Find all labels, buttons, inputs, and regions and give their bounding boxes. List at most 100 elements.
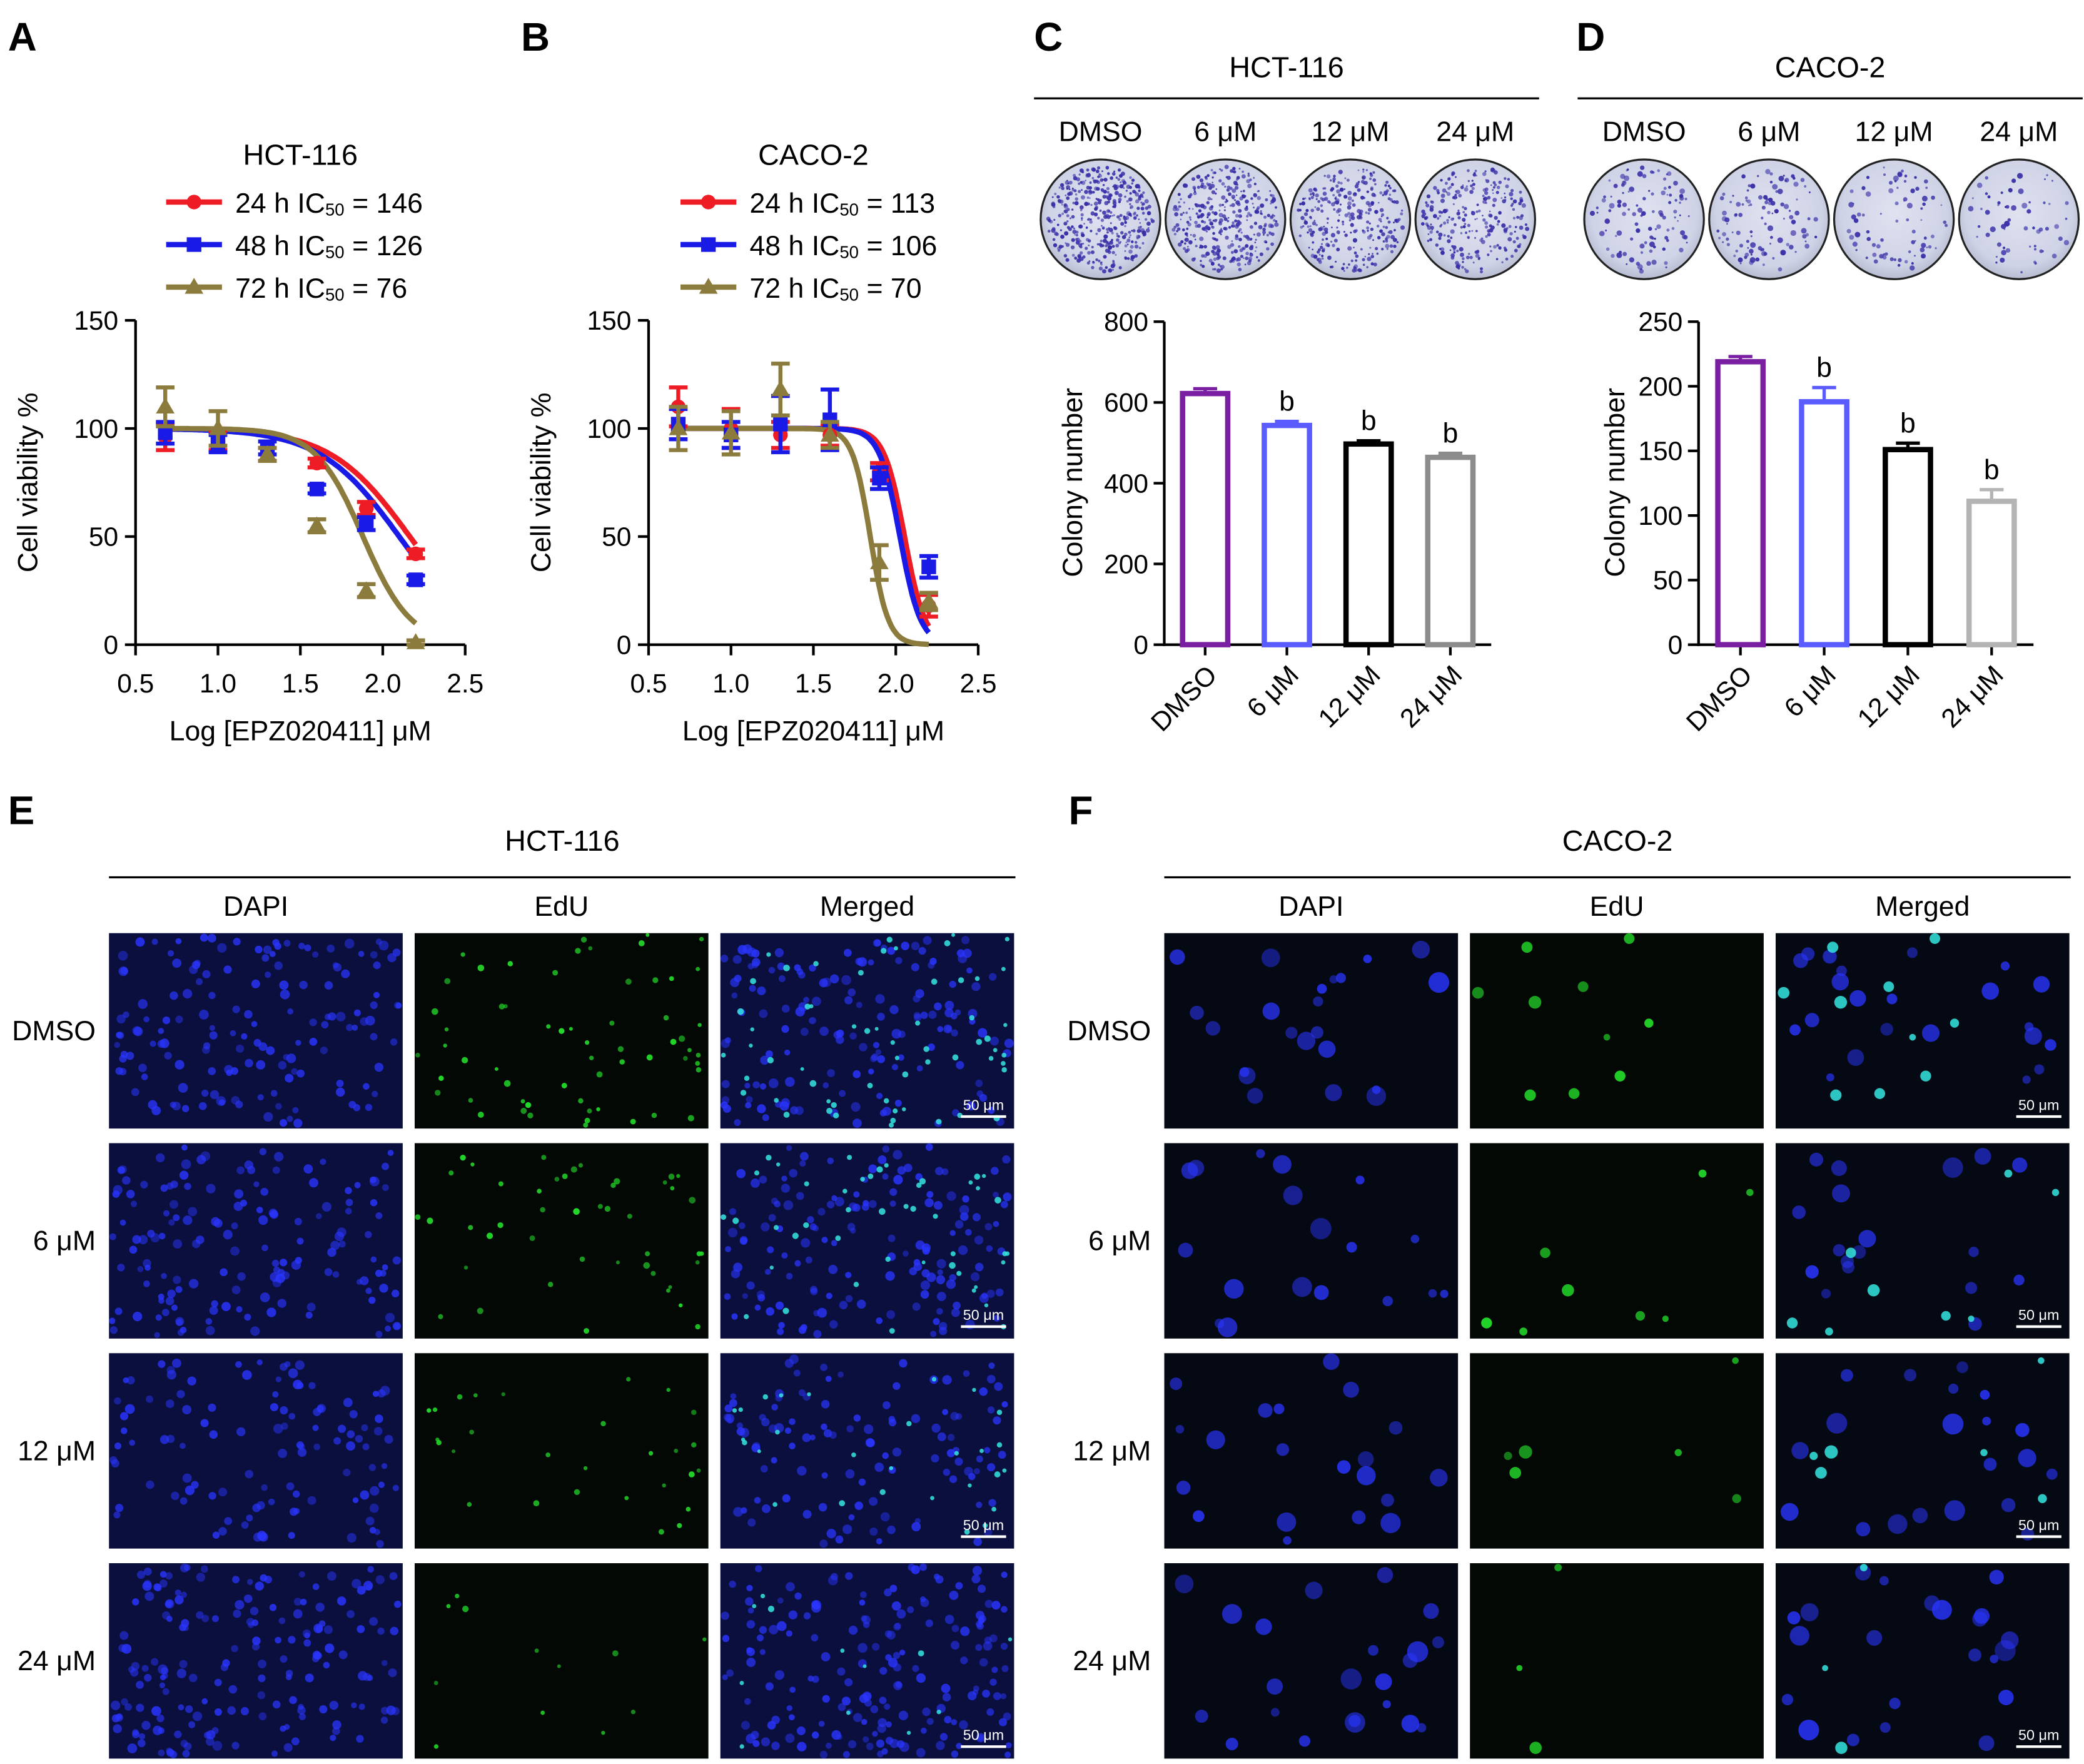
nucleus: [955, 1413, 963, 1420]
nucleus: [243, 1594, 253, 1603]
nucleus: [759, 1649, 766, 1655]
nucleus: [993, 1692, 1001, 1700]
colony: [1372, 253, 1373, 255]
colony: [1440, 198, 1445, 203]
nucleus: [166, 1366, 175, 1374]
colony: [1353, 251, 1357, 255]
nucleus: [2001, 1498, 2016, 1513]
colony: [1332, 177, 1336, 181]
colony: [1516, 244, 1520, 248]
nucleus: [182, 989, 193, 999]
colony: [1222, 256, 1227, 260]
colony: [1726, 237, 1729, 241]
nucleus: [916, 1673, 926, 1683]
nucleus: [365, 1230, 372, 1239]
nucleus: [118, 1644, 127, 1653]
scale-bar-label: 50 μm: [2018, 1517, 2059, 1533]
colony: [1218, 209, 1221, 211]
micro-f-title: CACO-2: [1562, 824, 1673, 857]
merged-signal: [1980, 1449, 1988, 1456]
nucleus: [879, 1666, 888, 1675]
nucleus: [191, 1239, 201, 1249]
legend-entry: 24 h IC50 = 113: [750, 188, 936, 219]
nucleus: [346, 1023, 353, 1032]
nucleus: [188, 1279, 199, 1289]
colony: [1462, 261, 1464, 263]
nucleus: [1206, 1430, 1225, 1449]
nucleus: [864, 1424, 874, 1434]
colony: [1790, 230, 1796, 236]
nucleus: [1190, 1005, 1204, 1020]
nucleus: [1858, 1230, 1876, 1248]
colony: [1125, 241, 1128, 244]
edu-signal: [691, 1442, 697, 1448]
nucleus: [180, 1326, 187, 1334]
colony: [1637, 171, 1643, 177]
merged-signal: [881, 948, 887, 954]
nucleus: [127, 1743, 138, 1753]
edu-signal: [1624, 933, 1635, 944]
colony: [1105, 213, 1110, 218]
nucleus: [117, 1166, 125, 1174]
nucleus: [191, 961, 201, 970]
edu-signal: [687, 1048, 692, 1053]
nucleus: [884, 1703, 891, 1710]
legend-entry: 72 h IC50 = 76: [235, 273, 407, 304]
nucleus: [1804, 1013, 1819, 1028]
merged-signal: [984, 1303, 989, 1307]
merged-signal: [910, 1205, 916, 1212]
nucleus: [1380, 1513, 1401, 1533]
edu-signal: [1481, 1317, 1492, 1329]
nucleus: [876, 1317, 883, 1324]
nucleus: [893, 1651, 901, 1660]
nucleus: [1781, 1503, 1799, 1521]
nucleus: [745, 1597, 754, 1606]
nucleus: [761, 1737, 771, 1746]
colony: [1493, 245, 1497, 249]
colony: [1761, 205, 1766, 210]
nucleus: [721, 1096, 730, 1104]
colony: [1335, 210, 1340, 214]
nucleus: [942, 1409, 948, 1416]
colony: [1254, 241, 1257, 243]
nucleus: [831, 1240, 837, 1247]
nucleus: [175, 938, 182, 945]
nucleus: [261, 1484, 268, 1491]
colony: [1124, 221, 1128, 225]
nucleus: [777, 962, 786, 971]
colony: [1313, 254, 1318, 259]
colony: [1129, 203, 1131, 206]
scale-bar-label: 50 μm: [963, 1517, 1004, 1533]
colony: [1367, 256, 1372, 261]
nucleus: [847, 988, 856, 996]
nucleus: [136, 1703, 144, 1712]
colony: [1335, 260, 1337, 263]
edu-signal: [584, 1328, 590, 1334]
colony: [1325, 198, 1327, 200]
colony: [1455, 190, 1457, 193]
nucleus: [774, 1200, 781, 1208]
nucleus: [368, 1464, 377, 1471]
nucleus: [747, 1518, 756, 1527]
nucleus: [192, 1711, 203, 1721]
colony: [1510, 255, 1514, 258]
colony: [1138, 186, 1141, 189]
colony: [1208, 206, 1213, 211]
nucleus: [132, 1598, 139, 1606]
edu-signal: [600, 1421, 606, 1427]
nucleus: [741, 1721, 750, 1730]
colony: [1382, 240, 1385, 243]
x-tick-label: DMSO: [1146, 660, 1223, 737]
colony: [1090, 230, 1093, 233]
colony: [1510, 204, 1514, 207]
colony: [1235, 222, 1240, 227]
colony: [1381, 232, 1385, 236]
colony: [1498, 211, 1502, 215]
colony: [1749, 230, 1753, 233]
nucleus: [271, 1750, 278, 1757]
dapi-image: [109, 1143, 403, 1339]
nucleus: [945, 1025, 952, 1032]
nucleus: [136, 1570, 146, 1579]
colony: [1722, 231, 1726, 236]
colony: [1185, 232, 1188, 236]
